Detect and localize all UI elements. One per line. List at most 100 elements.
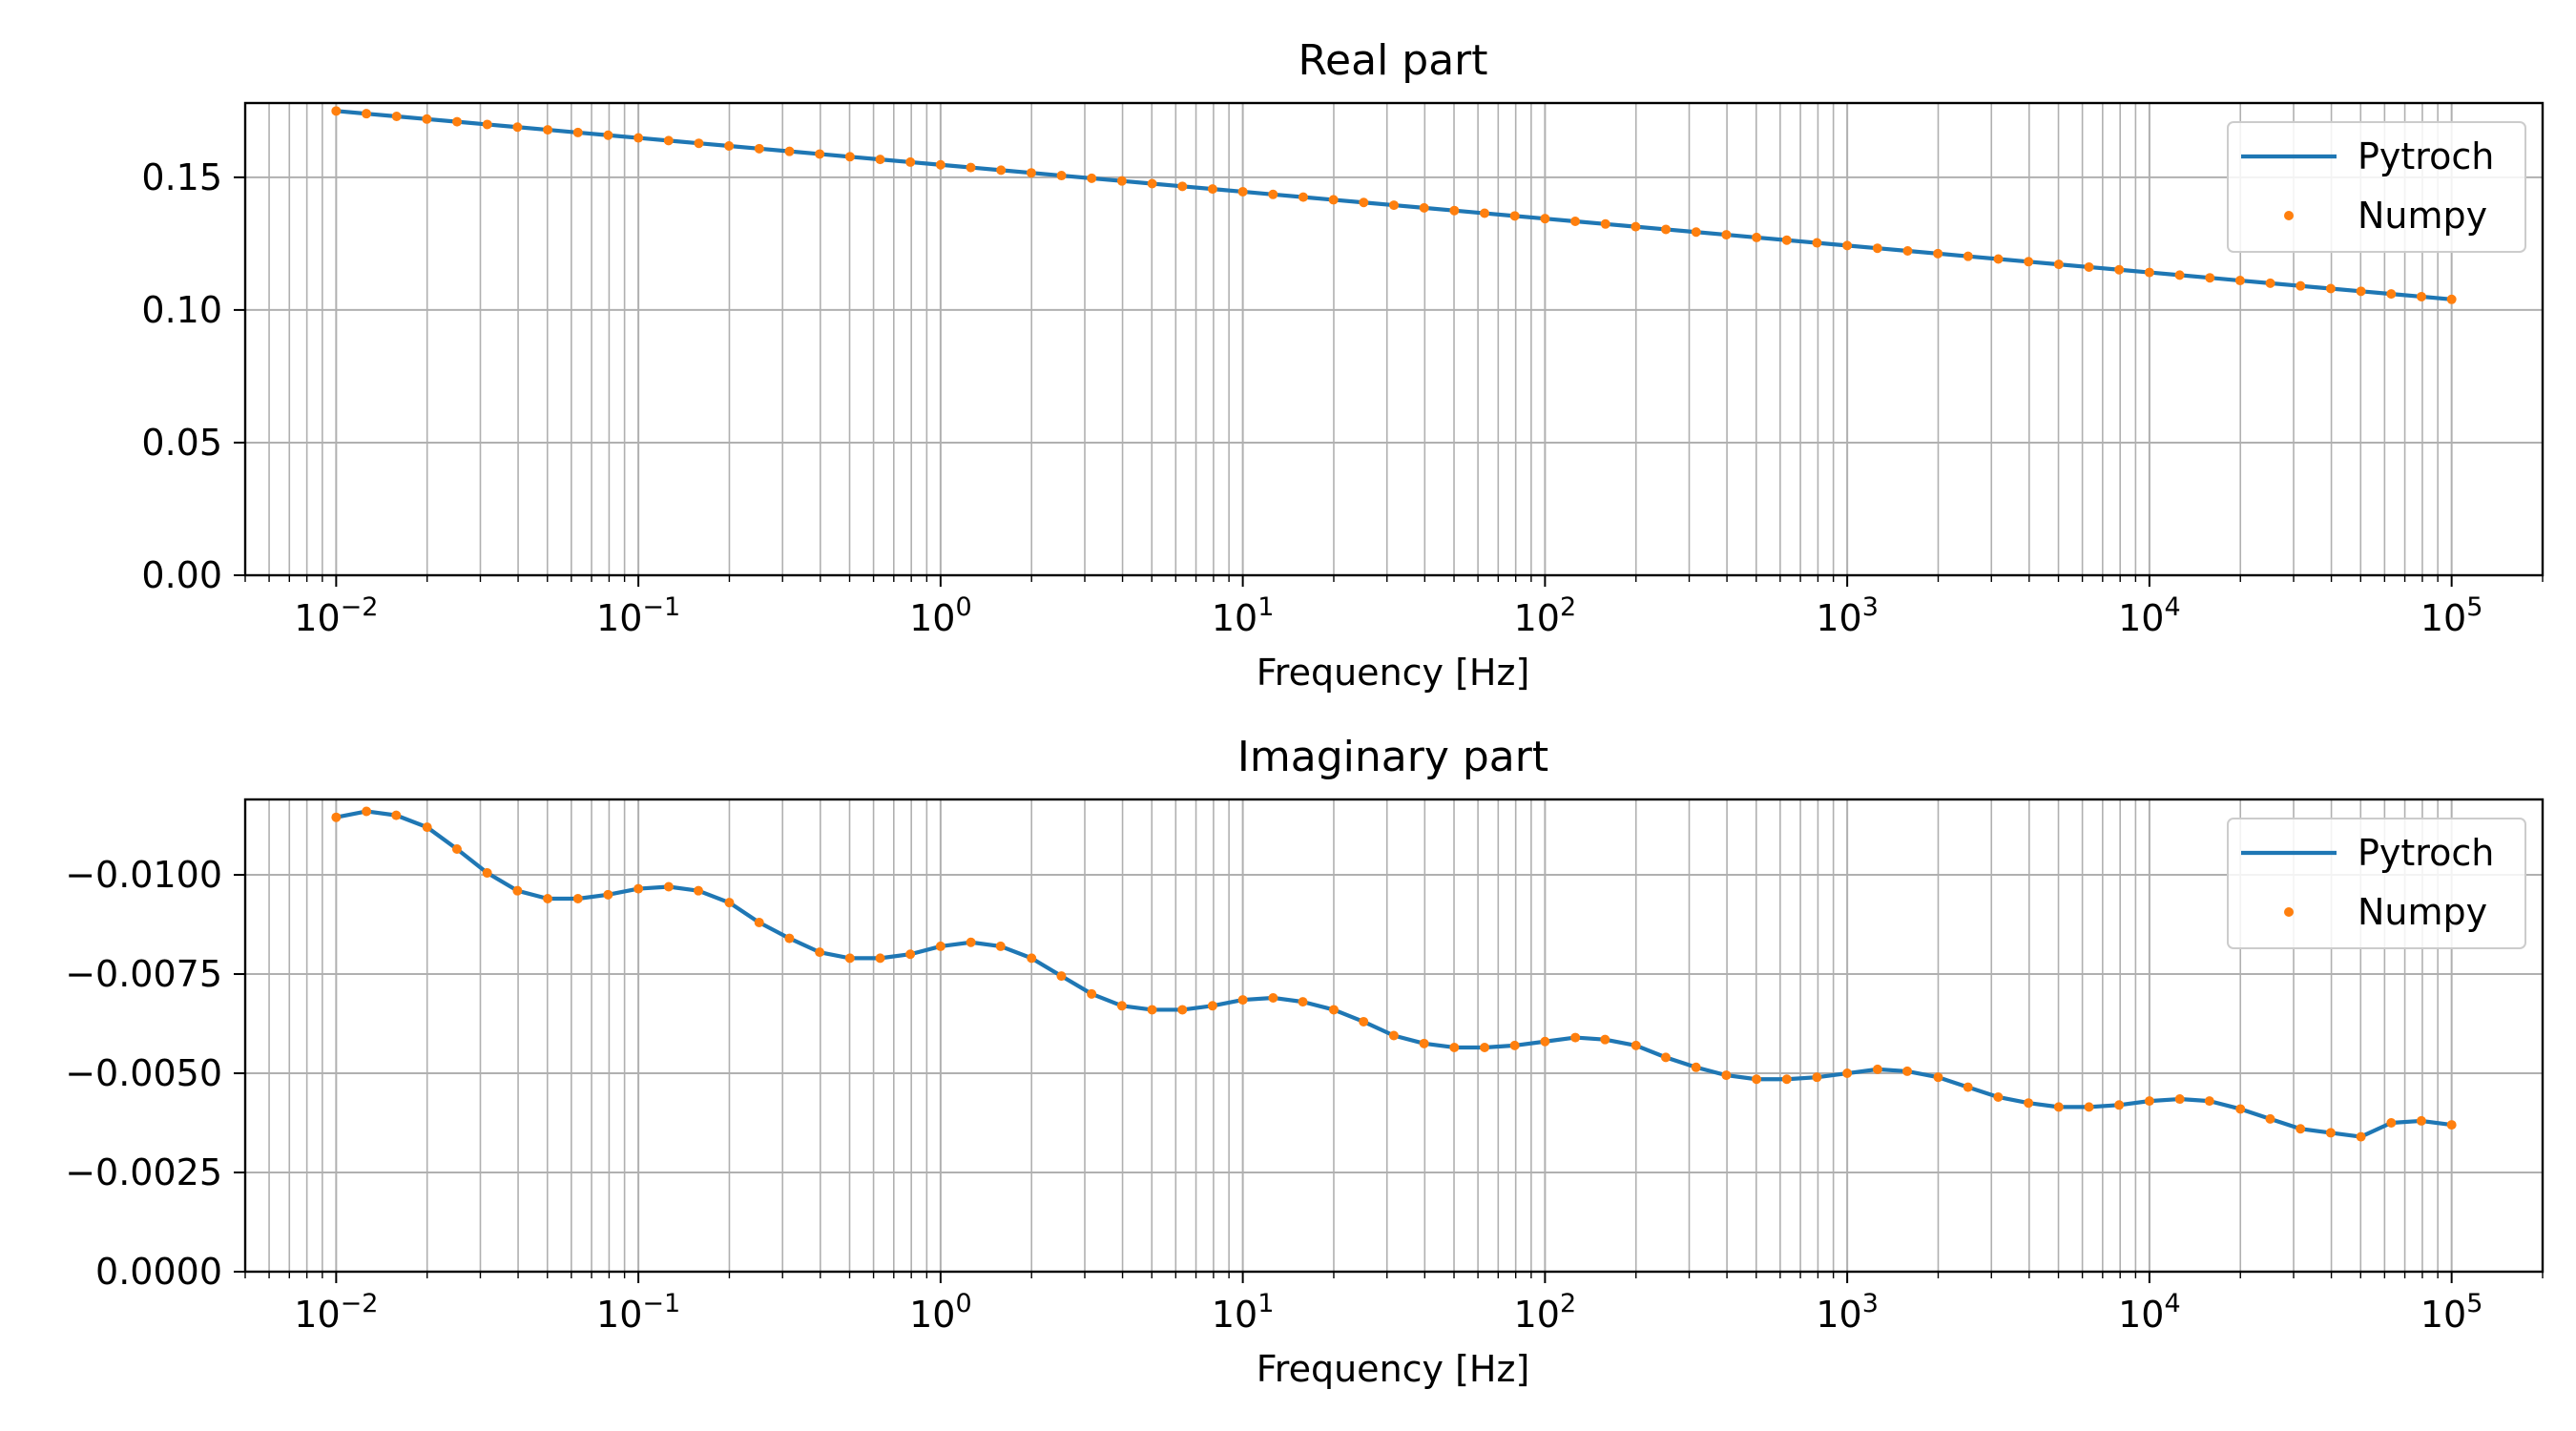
y-tick-label: 0.05 [141,422,222,464]
numpy-point [1600,218,1610,229]
numpy-point [482,867,492,878]
legend-pytroch-label: Pytroch [2358,135,2494,177]
numpy-point [694,885,704,896]
numpy-point [1509,211,1520,221]
real-part-axes-frame [243,101,2545,577]
x-tick-label: 100 [909,1289,972,1336]
numpy-point [1691,1062,1701,1072]
numpy-point [724,141,735,152]
numpy-point [2114,264,2125,275]
legend-numpy-label: Numpy [2358,891,2487,933]
numpy-point [2325,283,2336,294]
numpy-point [543,125,553,135]
y-tick-label: −0.0025 [65,1151,222,1193]
numpy-point [1721,230,1732,240]
legend-numpy-swatch [2284,907,2294,917]
numpy-point [966,937,976,947]
real-part-series [331,106,2457,304]
numpy-point [663,135,674,146]
numpy-point [1902,246,1913,257]
numpy-point [2416,291,2426,301]
numpy-point [2024,257,2034,267]
numpy-point [2204,1096,2214,1107]
x-tick-exponent: 3 [1862,592,1879,622]
numpy-point [452,116,463,127]
real-part-legend: Pytroch Numpy [2227,121,2526,253]
numpy-point [1993,1091,2004,1102]
numpy-point [1963,1082,1973,1092]
numpy-point [1721,1070,1732,1081]
x-tick-exponent: −2 [341,592,379,622]
x-tick-exponent: 4 [2164,1289,2180,1318]
x-tick-exponent: 1 [1257,1289,1274,1318]
numpy-point [1872,243,1882,254]
numpy-point [1177,181,1188,192]
numpy-point [1268,992,1278,1003]
y-tick-label: 0.15 [141,156,222,198]
numpy-point [1116,1001,1127,1011]
x-tick-label: 105 [2420,592,2483,639]
numpy-point [1480,1042,1490,1052]
x-tick-exponent: 2 [1560,592,1576,622]
x-tick-label: 101 [1212,592,1275,639]
numpy-point [2446,294,2457,304]
numpy-point [2265,1113,2275,1124]
x-tick-exponent: −1 [642,592,680,622]
x-tick-base: 10 [294,1294,340,1336]
numpy-point [1480,208,1490,218]
numpy-point [1207,1001,1217,1011]
numpy-point [1963,251,1973,261]
x-tick-base: 10 [2420,1294,2466,1336]
numpy-point [572,127,583,137]
numpy-point [2174,270,2185,280]
x-tick-exponent: 5 [2466,1289,2483,1318]
numpy-point [1872,1064,1882,1074]
x-tick-base: 10 [909,1294,955,1336]
x-tick-exponent: −1 [642,1289,680,1318]
numpy-point [2114,1100,2125,1110]
numpy-point [1752,1074,1762,1085]
numpy-point [1056,971,1067,982]
x-tick-base: 10 [909,597,955,639]
numpy-point [2356,1131,2366,1142]
y-tick-label: −0.0050 [65,1052,222,1094]
numpy-point [1570,1032,1581,1043]
numpy-point [663,881,674,892]
x-tick-base: 10 [2420,597,2466,639]
legend-pytroch-label: Pytroch [2358,832,2494,874]
numpy-point [935,159,945,170]
numpy-point [1933,1072,1943,1083]
x-tick-base: 10 [294,597,340,639]
real-part-grid [244,103,2544,576]
numpy-point [331,106,342,116]
numpy-point [2325,1128,2336,1138]
x-tick-exponent: −2 [341,1289,379,1318]
numpy-point [754,917,764,927]
numpy-point [875,953,885,964]
x-tick-exponent: 0 [955,592,971,622]
numpy-point [603,889,613,900]
imaginary-part-x-ticks: 10−2 10−1 100 101 102 103 104 105 [244,1272,2544,1336]
numpy-point [512,122,523,133]
numpy-point [1389,200,1399,211]
numpy-point [905,949,916,960]
numpy-point [543,893,553,903]
numpy-point [1993,254,2004,264]
x-tick-base: 10 [596,597,642,639]
numpy-point [1842,240,1853,251]
x-tick-label: 101 [1212,1289,1275,1336]
imaginary-part-axes-frame [243,798,2545,1274]
numpy-point [1328,195,1339,205]
numpy-point [1147,1005,1157,1015]
real-part-title: Real part [1298,36,1487,85]
numpy-point [331,812,342,822]
numpy-point [1449,205,1460,216]
numpy-point [362,109,372,119]
numpy-point [1812,238,1822,248]
numpy-point [2296,1124,2306,1134]
numpy-point [1237,186,1248,197]
numpy-point [875,155,885,165]
numpy-point [815,947,825,958]
